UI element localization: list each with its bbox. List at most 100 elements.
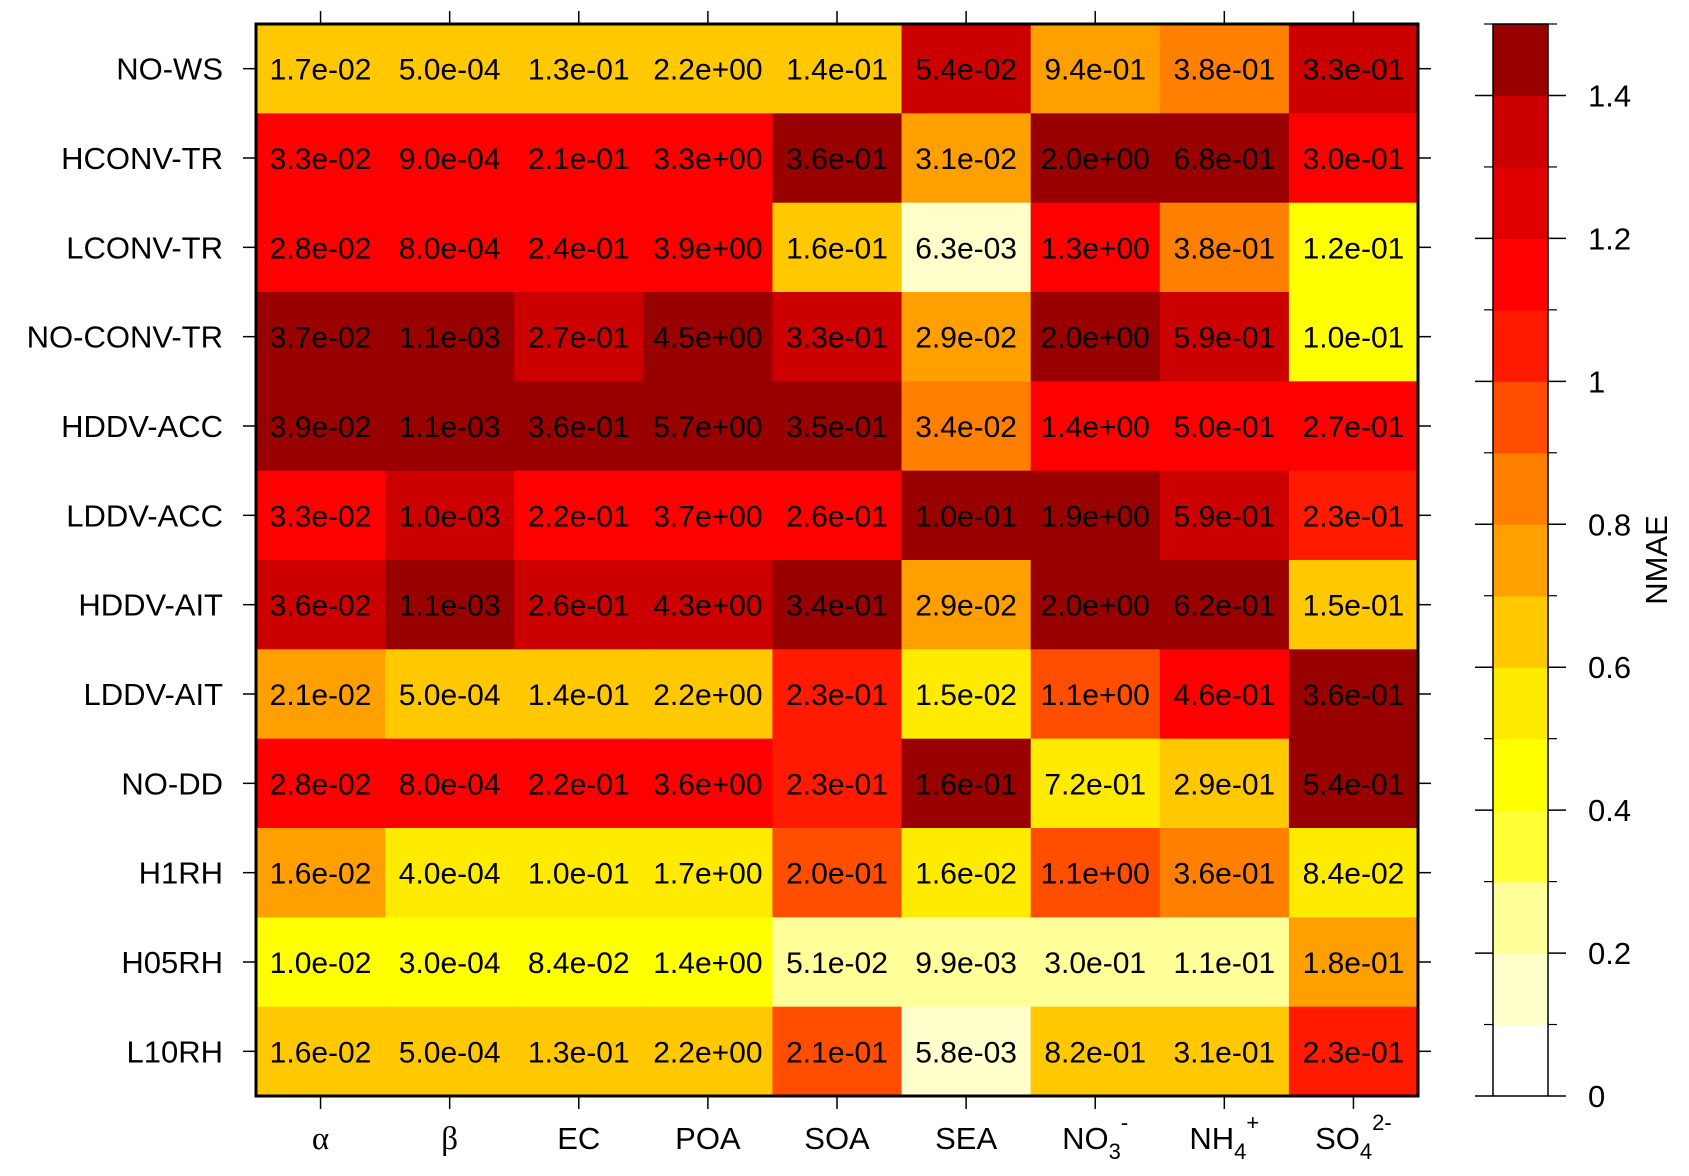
cell-value-label: 3.7e+00 [653,500,762,533]
heatmap-cell [385,381,515,472]
heatmap-cell [256,828,386,918]
x-tick-label: α [312,1121,329,1157]
colorbar-bin [1493,381,1548,454]
heatmap-cell [1288,113,1419,204]
x-tick-label: SO42- [1315,1110,1392,1164]
heatmap-cell [385,917,515,1008]
cell-value-label: 1.6e-02 [270,858,372,891]
heatmap-cell [772,649,903,740]
cell-value-label: 2.0e+00 [1041,143,1150,176]
cell-value-label: 1.1e+00 [1041,679,1150,712]
cell-value-label: 2.0e+00 [1041,322,1150,355]
cell-value-label: 5.4e-01 [1303,768,1405,801]
cell-value-label: 2.4e-01 [528,232,630,265]
heatmap-cell [1030,560,1161,650]
cell-value-label: 5.0e-01 [1173,411,1275,444]
cell-value-label: 4.3e+00 [653,590,762,623]
heatmap-cell [1159,113,1290,204]
heatmap-cell [256,381,386,472]
cell-value-label: 8.4e-02 [1303,858,1405,891]
heatmap-cell [772,560,903,650]
heatmap-cell [385,738,515,829]
colorbar-ticks: 0 0.2 0.4 0.6 0.8 1 1.2 1.4 [1475,23,1631,1114]
cell-value-label: 5.9e-01 [1173,322,1275,355]
heatmap-cell [643,381,774,472]
cell-value-label: 4.5e+00 [653,322,762,355]
heatmap-cells [256,24,1419,1097]
cell-value-label: 4.0e-04 [399,858,501,891]
heatmap-cell [772,470,903,561]
cell-value-label: 2.3e-01 [786,679,888,712]
cell-value-label: 3.4e-01 [786,590,888,623]
cell-value-label: 2.9e-02 [915,590,1017,623]
heatmap-cell [1288,202,1419,293]
heatmap-cell [514,470,644,561]
heatmap-cell [1030,1006,1161,1097]
heatmap-cell [643,649,774,740]
colorbar-tick-label: 0.6 [1588,650,1631,685]
heatmap-cell [514,113,644,204]
y-tick-label: H1RH [139,856,223,891]
cell-value-label: 1.3e-01 [528,54,630,87]
cell-value-label: 3.6e-01 [786,143,888,176]
x-tick-label: POA [675,1121,741,1156]
colorbar-tick-label: 0.4 [1588,793,1631,828]
heatmap-cell [256,24,386,114]
colorbar-frame [1492,23,1549,1097]
heatmap-cell [772,24,903,114]
heatmap-cell [772,292,903,382]
cell-value-label: 8.4e-02 [528,947,630,980]
cell-value-label: 1.4e+00 [653,947,762,980]
cell-value-label: 2.2e+00 [653,679,762,712]
y-axis-labels: NO-WS HCONV-TR LCONV-TR NO-CONV-TR HDDV-ACC L… [27,52,223,1070]
heatmap-cell [385,649,515,740]
heatmap-cell [1159,24,1290,114]
cell-value-label: 9.4e-01 [1044,54,1146,87]
cell-value-label: 3.3e-02 [270,143,372,176]
y-tick-label: NO-CONV-TR [27,320,223,355]
colorbar-bin [1493,1024,1548,1097]
cell-value-label: 1.1e+00 [1041,858,1150,891]
y-tick-label: H05RH [121,945,223,980]
heatmap-cell [514,649,644,740]
cell-value-label: 1.0e-01 [915,500,1017,533]
y-tick-label: HDDV-ACC [61,409,223,444]
heatmap-cell [256,202,386,293]
colorbar-bin [1493,738,1548,811]
x-tick-label: EC [557,1121,600,1156]
cell-value-label: 1.6e-01 [786,232,888,265]
colorbar-tick-label: 0.2 [1588,936,1631,971]
heatmap-cell [643,470,774,561]
cell-value-label: 1.4e-01 [528,679,630,712]
cell-value-label: 2.2e-01 [528,500,630,533]
cell-value-label: 3.3e-01 [786,322,888,355]
cell-value-label: 5.8e-03 [915,1036,1017,1069]
heatmap-cell [514,917,644,1008]
heatmap-cell [514,202,644,293]
heatmap-cell [1030,649,1161,740]
cell-value-label: 3.1e-01 [1173,1036,1275,1069]
colorbar-tick-label: 1.4 [1588,78,1631,113]
heatmap-cell [643,292,774,382]
cell-value-label: 5.4e-02 [915,54,1017,87]
heatmap-cell [256,560,386,650]
heatmap-cell [1288,470,1419,561]
y-tick-label: HDDV-AIT [78,588,223,623]
heatmap-cell [1159,202,1290,293]
colorbar-bin [1493,810,1548,883]
x-tick-label: NO3- [1062,1110,1128,1164]
cell-value-label: 5.0e-04 [399,679,501,712]
cell-value-label: 1.0e-02 [270,947,372,980]
heatmap-cell [1159,917,1290,1008]
colorbar-tick-label: 1 [1588,364,1605,399]
heatmap-cell [256,917,386,1008]
heatmap-cell [385,202,515,293]
cell-value-label: 5.9e-01 [1173,500,1275,533]
cell-value-label: 2.1e-01 [528,143,630,176]
cell-value-label: 1.1e-01 [1173,947,1275,980]
heatmap-cell [643,828,774,918]
heatmap-cell [901,113,1032,204]
cell-value-label: 2.8e-02 [270,768,372,801]
colorbar-bin [1493,309,1548,382]
heatmap-cell [514,738,644,829]
